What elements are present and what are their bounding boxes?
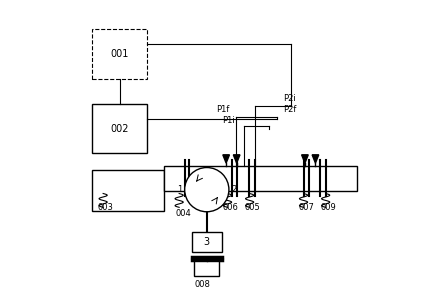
Polygon shape [301,155,308,163]
Polygon shape [312,155,319,163]
Bar [192,232,222,251]
Text: 002: 002 [111,124,129,134]
Text: 004: 004 [175,209,191,218]
Text: 3: 3 [204,237,210,247]
Text: P1f: P1f [217,105,230,114]
Text: 008: 008 [194,281,210,289]
Text: 2: 2 [232,185,237,194]
Text: 006: 006 [222,203,238,212]
Text: P2f: P2f [283,105,296,114]
Bar [92,29,147,79]
Bar [194,261,219,277]
Text: P1i: P1i [222,116,235,125]
Text: 001: 001 [111,49,129,59]
Polygon shape [234,155,240,163]
Bar [92,170,164,212]
Text: 009: 009 [321,203,336,212]
Circle shape [185,168,229,212]
Text: 003: 003 [98,203,114,212]
Polygon shape [223,155,230,163]
Text: 1: 1 [177,185,182,194]
Bar [164,166,357,191]
Text: 007: 007 [298,203,314,212]
Text: 005: 005 [245,203,260,212]
Text: P2i: P2i [283,94,296,103]
Bar [92,104,147,153]
